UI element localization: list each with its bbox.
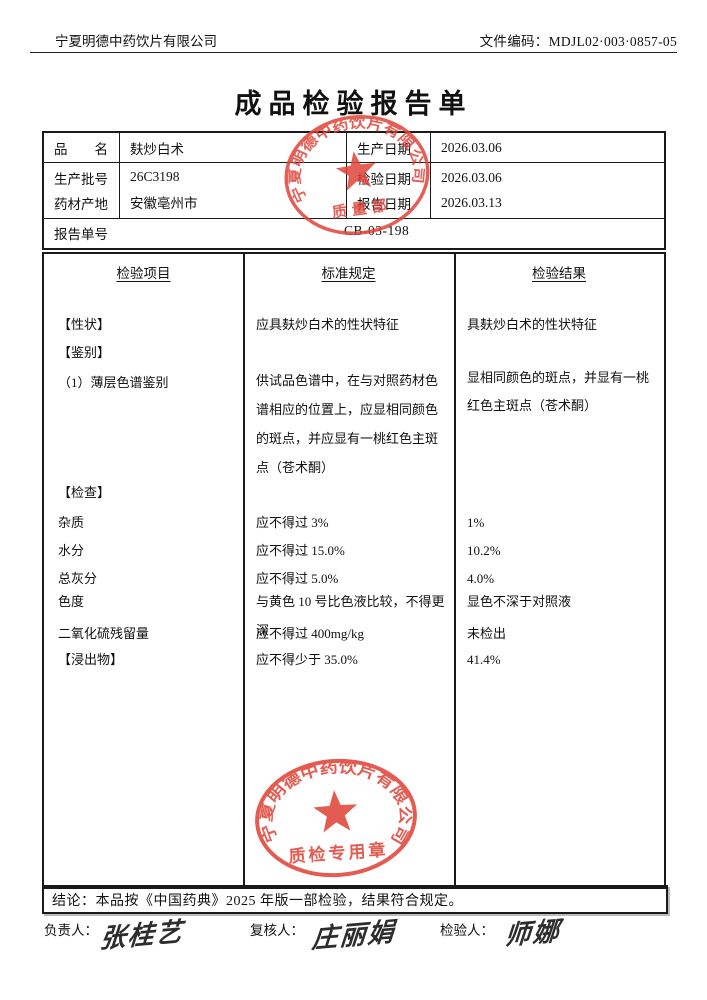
- result-text: 未检出: [467, 626, 507, 641]
- origin-value: 安徽亳州市: [130, 195, 198, 211]
- company-name: 宁夏明德中药饮片有限公司: [55, 34, 217, 49]
- review-signature: 庄丽娟: [310, 917, 397, 954]
- standard-text: 应不得少于 35.0%: [256, 652, 358, 667]
- conclusion-text: 结论：本品按《中国药典》2025 年版一部检验，结果符合规定。: [52, 893, 463, 909]
- report-no-label: 报告单号: [54, 227, 108, 242]
- report-date-value: 2026.03.13: [441, 194, 502, 210]
- result-text: 显色不深于对照液: [467, 594, 572, 609]
- item-name: 色度: [58, 594, 85, 609]
- prod-date-label: 生产日期: [347, 133, 431, 162]
- inspect-signature: 师娜: [503, 916, 563, 951]
- info-table: 品名 麸炒白术 生产日期 2026.03.06 生产批号 药材产地 26C319…: [42, 131, 666, 250]
- standard-text: 应不得过 15.0%: [256, 543, 345, 558]
- report-no-value: CB-03-198: [344, 223, 410, 238]
- column-divider: [243, 254, 245, 887]
- test-date-label: 检验日期: [357, 172, 411, 188]
- document-header: 宁夏明德中药饮片有限公司 文件编码：MDJL02·003·0857-05: [30, 30, 677, 52]
- lead-signature: 张桂艺: [98, 917, 185, 954]
- standard-text: 应具麸炒白术的性状特征: [256, 317, 400, 332]
- standard-text: 应不得过 5.0%: [256, 571, 339, 586]
- item-name: 杂质: [58, 515, 85, 530]
- result-text: 4.0%: [467, 571, 495, 586]
- report-date-label: 报告日期: [357, 196, 411, 212]
- document-code: 文件编码：MDJL02·003·0857-05: [479, 34, 677, 49]
- product-label: 品名: [44, 133, 120, 162]
- result-text: 10.2%: [467, 543, 501, 558]
- standard-text: 应不得过 400mg/kg: [256, 626, 364, 641]
- result-text: 41.4%: [467, 652, 501, 667]
- column-header-result: 检验结果: [532, 266, 586, 281]
- column-header-item: 检验项目: [116, 266, 171, 281]
- batch-label: 生产批号: [54, 172, 108, 188]
- test-date-value: 2026.03.06: [441, 170, 502, 186]
- item-name: 【检查】: [58, 485, 111, 500]
- info-row-batch-origin: 生产批号 药材产地 26C3198 安徽亳州市 检验日期 报告日期 2026.0…: [44, 163, 664, 219]
- product-value: 麸炒白术: [120, 133, 347, 162]
- standard-text: 与黄色 10 号比色液比较，不得更深: [256, 594, 445, 638]
- item-name: （1）薄层色谱鉴别: [58, 375, 169, 390]
- standard-text: 供试品色谱中，在与对照药材色谱相应的位置上，应显相同颜色的斑点，并应显有一桃红色…: [256, 373, 439, 475]
- column-divider: [454, 254, 456, 887]
- item-name: 【浸出物】: [58, 652, 124, 667]
- column-header-standard: 标准规定: [321, 266, 376, 281]
- item-name: 二氧化硫残留量: [58, 626, 150, 641]
- conclusion-box: 结论：本品按《中国药典》2025 年版一部检验，结果符合规定。: [42, 885, 668, 914]
- signature-row: 负责人： 张桂艺 复核人： 庄丽娟 检验人： 师娜: [0, 913, 707, 973]
- result-text: 具麸炒白术的性状特征: [467, 317, 598, 332]
- review-signer-label: 复核人：: [250, 923, 304, 938]
- origin-label: 药材产地: [54, 196, 108, 212]
- item-name: 总灰分: [58, 571, 98, 586]
- prod-date-value: 2026.03.06: [441, 139, 502, 155]
- result-text: 显相同颜色的斑点，并显有一桃红色主斑点（苍术酮）: [467, 370, 650, 413]
- item-name: 【性状】: [58, 317, 111, 332]
- lead-signer-label: 负责人：: [44, 923, 98, 938]
- inspect-signer-label: 检验人：: [440, 923, 494, 938]
- inspection-table: 检验项目 标准规定 检验结果 【性状】 应具麸炒白术的性状特征 具麸炒白术的性状…: [42, 252, 666, 889]
- standard-text: 应不得过 3%: [256, 515, 329, 530]
- header-divider: [30, 52, 677, 53]
- batch-value: 26C3198: [130, 169, 180, 185]
- item-name: 水分: [58, 543, 85, 558]
- info-row-report-no: 报告单号 CB-03-198: [44, 219, 664, 246]
- result-text: 1%: [467, 515, 485, 530]
- item-name: 【鉴别】: [58, 345, 111, 360]
- page-title: 成品检验报告单: [234, 89, 473, 119]
- info-row-product: 品名 麸炒白术 生产日期 2026.03.06: [44, 133, 664, 163]
